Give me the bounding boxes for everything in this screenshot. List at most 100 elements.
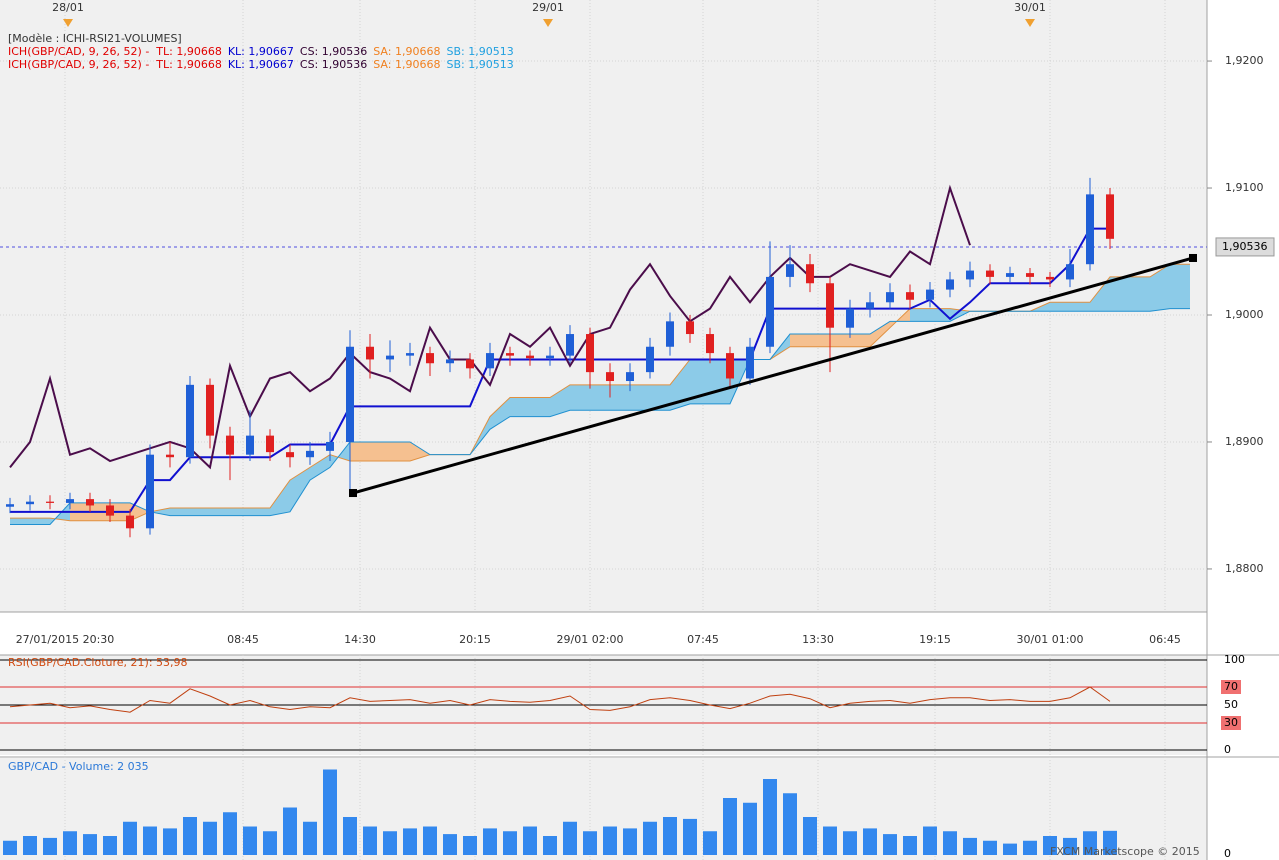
cloud — [930, 308, 950, 322]
cloud — [1130, 276, 1150, 312]
volume-bar — [363, 826, 377, 855]
candle-body — [906, 292, 914, 300]
copyright: FXCM Marketscope © 2015 — [1050, 845, 1200, 858]
volume-bar — [523, 826, 537, 855]
candle-body — [506, 353, 514, 356]
cloud — [270, 480, 290, 516]
candle-body — [26, 501, 34, 505]
candle-body — [986, 270, 994, 277]
x-tick-label: 07:45 — [687, 633, 719, 646]
last-price-label: 1,90536 — [1222, 240, 1268, 253]
cloud — [530, 397, 550, 417]
volume-bar — [923, 826, 937, 855]
candle-body — [266, 435, 274, 453]
candle-body — [86, 499, 94, 506]
tick-box — [1221, 716, 1241, 730]
volume-bar — [983, 840, 997, 855]
volume-bar — [783, 793, 797, 855]
cloud — [910, 308, 930, 322]
cloud — [30, 518, 50, 525]
cloud — [350, 441, 370, 462]
candle-body — [946, 279, 954, 290]
candle-body — [1006, 273, 1014, 277]
model-title: [Modèle : ICHI-RSI21-VOLUMES] — [8, 32, 182, 45]
cloud — [490, 397, 510, 430]
volume-bar — [343, 817, 357, 855]
volume-bar — [183, 817, 197, 855]
date-marker-label: 28/01 — [52, 1, 84, 14]
cloud — [790, 334, 810, 347]
volume-bar — [503, 831, 517, 855]
candle-body — [446, 359, 454, 364]
volume-bar — [1003, 843, 1017, 855]
volume-bar — [443, 834, 457, 855]
candle-body — [806, 264, 814, 284]
cloud — [290, 467, 310, 512]
volume-bar — [643, 821, 657, 855]
senkou-b — [10, 308, 1190, 526]
cloud — [690, 359, 710, 404]
candle-body — [866, 302, 874, 309]
volume-title: GBP/CAD - Volume: 2 035 — [8, 760, 149, 773]
y-tick-label: 1,9100 — [1225, 181, 1264, 194]
volume-bar — [243, 826, 257, 855]
cloud — [810, 334, 830, 347]
volume-bar — [423, 826, 437, 855]
volume-bar — [223, 812, 237, 855]
date-marker-label: 29/01 — [532, 1, 564, 14]
candle-body — [726, 353, 734, 379]
legend-entry: SA: 1,90668 — [373, 58, 440, 71]
candle-body — [686, 321, 694, 335]
volume-bar — [583, 831, 597, 855]
legend-entry: ICH(GBP/CAD, 9, 26, 52) - TL: 1,90668 — [8, 58, 222, 71]
cloud — [870, 321, 890, 347]
candle-body — [1086, 194, 1094, 265]
candle-body — [386, 355, 394, 360]
legend-entry: SA: 1,90668 — [373, 45, 440, 58]
candle-body — [826, 283, 834, 328]
y-tick-label: 0 — [1224, 847, 1231, 860]
candle-body — [106, 505, 114, 516]
volume-bar — [603, 826, 617, 855]
volume-bar — [863, 828, 877, 855]
candle-body — [766, 276, 774, 347]
candle-body — [546, 355, 554, 359]
cloud — [370, 441, 390, 462]
candle-body — [966, 270, 974, 280]
candle-body — [566, 334, 574, 356]
volume-bar — [563, 821, 577, 855]
legend-entry: KL: 1,90667 — [228, 45, 294, 58]
x-tick-label: 30/01 01:00 — [1017, 633, 1084, 646]
volume-bar — [843, 831, 857, 855]
cloud — [1150, 264, 1170, 312]
cloud — [310, 454, 330, 481]
volume-bar — [383, 831, 397, 855]
candle-body — [926, 289, 934, 300]
candle-body — [846, 308, 854, 328]
candle-body — [426, 353, 434, 364]
trendline-handle — [1189, 253, 1197, 262]
candle-body — [1106, 194, 1114, 239]
date-marker-label: 30/01 — [1014, 1, 1046, 14]
candle-body — [286, 452, 294, 458]
volume-bar — [763, 779, 777, 855]
cloud — [1110, 276, 1130, 312]
trendline — [352, 256, 1194, 495]
cloud — [850, 334, 870, 347]
cloud — [950, 308, 970, 322]
volume-bar — [303, 821, 317, 855]
cloud — [650, 384, 670, 411]
y-tick-label: 0 — [1224, 743, 1231, 756]
cloud — [590, 384, 610, 411]
cloud — [510, 397, 530, 417]
candle-body — [346, 346, 354, 442]
volume-bar — [623, 828, 637, 855]
volume-bar — [723, 798, 737, 855]
volume-bar — [143, 826, 157, 855]
legend-entry: ICH(GBP/CAD, 9, 26, 52) - TL: 1,90668 — [8, 45, 222, 58]
candle-body — [66, 499, 74, 503]
candle-body — [366, 346, 374, 360]
x-tick-label: 13:30 — [802, 633, 834, 646]
